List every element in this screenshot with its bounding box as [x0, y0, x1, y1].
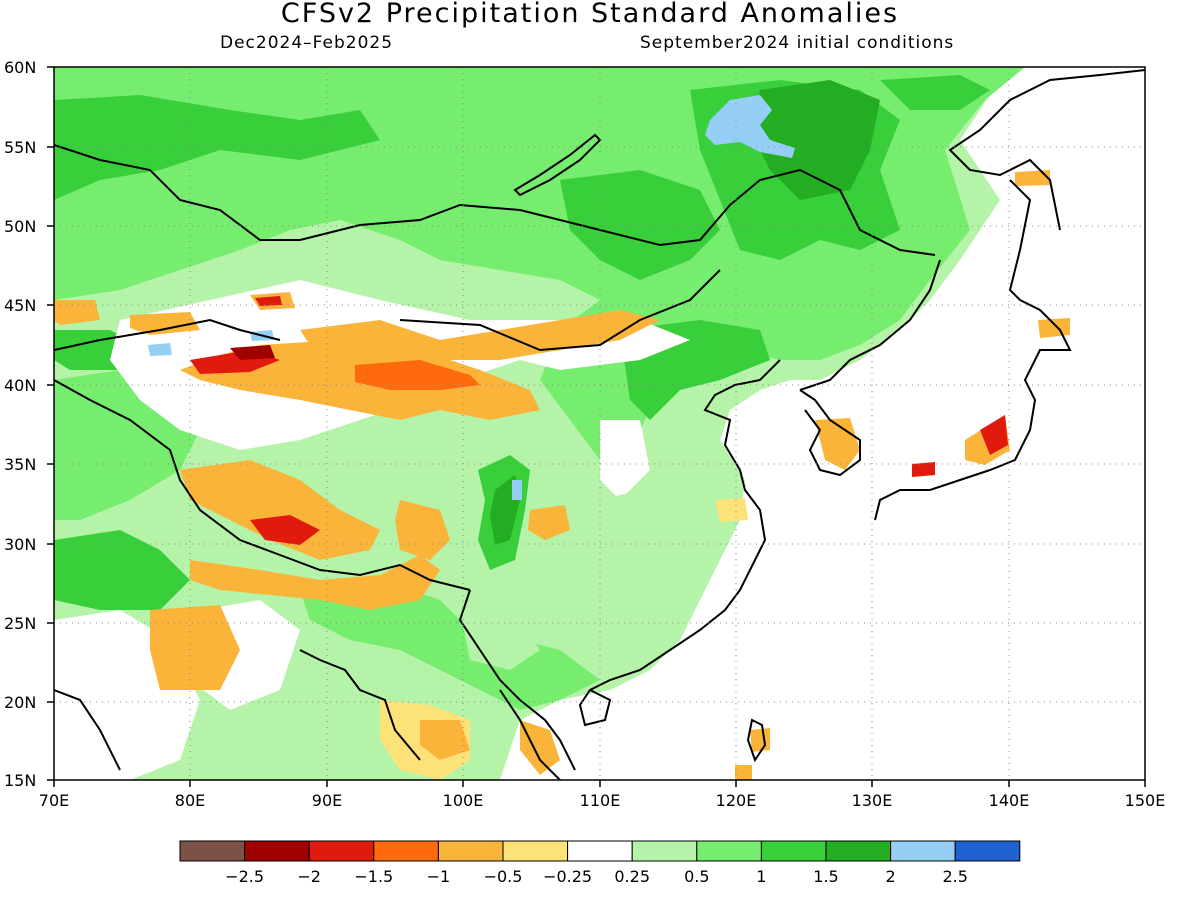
- colorbar-label: 0.5: [684, 867, 709, 886]
- colorbar-swatch: [954, 840, 1021, 862]
- colorbar-label: 1: [756, 867, 766, 886]
- colorbar-swatch: [825, 840, 892, 862]
- lat-label: 40N: [4, 376, 36, 395]
- colorbar-label: −1: [427, 867, 451, 886]
- colorbar-label: 2: [886, 867, 896, 886]
- colorbar-swatch: [890, 840, 956, 862]
- colorbar-swatch: [373, 840, 439, 862]
- lat-label: 55N: [4, 138, 36, 157]
- colorbar-label: 0.25: [614, 867, 650, 886]
- lat-label: 20N: [4, 693, 36, 712]
- colorbar-swatch: [567, 840, 633, 862]
- lon-label: 120E: [716, 791, 757, 810]
- lon-label: 150E: [1125, 791, 1166, 810]
- colorbar-label: 1.5: [813, 867, 838, 886]
- colorbar-label: 2.5: [942, 867, 967, 886]
- colorbar-swatch: [631, 840, 698, 862]
- colorbar-label: −0.5: [484, 867, 523, 886]
- colorbar: [179, 840, 1021, 862]
- colorbar-swatch: [244, 840, 310, 862]
- axis-ticks: [47, 66, 1146, 787]
- lon-label: 100E: [443, 791, 484, 810]
- coastlines: [54, 69, 1145, 780]
- lon-label: 90E: [312, 791, 342, 810]
- lon-label: 70E: [39, 791, 69, 810]
- lat-label: 25N: [4, 614, 36, 633]
- colorbar-swatch: [760, 840, 827, 862]
- colorbar-label: −2.5: [225, 867, 264, 886]
- lon-label: 110E: [580, 791, 621, 810]
- lat-label: 45N: [4, 296, 36, 315]
- anomaly-field: [54, 67, 1145, 780]
- map-title: CFSv2 Precipitation Standard Anomalies: [280, 0, 900, 29]
- colorbar-swatch: [437, 840, 504, 862]
- colorbar-swatch: [696, 840, 762, 862]
- colorbar-label: −1.5: [354, 867, 393, 886]
- gridlines: [54, 67, 1145, 780]
- colorbar-swatch: [179, 840, 246, 862]
- colorbar-swatch: [502, 840, 569, 862]
- lon-label: 80E: [175, 791, 205, 810]
- lat-label: 30N: [4, 535, 36, 554]
- colorbar-labels: −2.5 −2 −1.5 −1 −0.5 −0.25 0.25 0.5 1 1.5 2 2.5: [225, 867, 968, 886]
- lon-label: 140E: [989, 791, 1030, 810]
- longitude-labels: 70E 80E 90E 100E 110E 120E 130E 140E 150…: [39, 791, 1166, 810]
- lat-label: 60N: [4, 58, 36, 77]
- latitude-labels: 60N 55N 50N 45N 40N 35N 30N 25N 20N 15N: [4, 58, 36, 790]
- colorbar-swatch: [308, 840, 375, 862]
- lat-label: 50N: [4, 217, 36, 236]
- lat-label: 35N: [4, 455, 36, 474]
- initial-conditions: September2024 initial conditions: [640, 33, 955, 53]
- lat-label: 15N: [4, 771, 36, 790]
- colorbar-label: −0.25: [543, 867, 592, 886]
- colorbar-label: −2: [297, 867, 321, 886]
- forecast-period: Dec2024–Feb2025: [220, 33, 394, 53]
- lon-label: 130E: [852, 791, 893, 810]
